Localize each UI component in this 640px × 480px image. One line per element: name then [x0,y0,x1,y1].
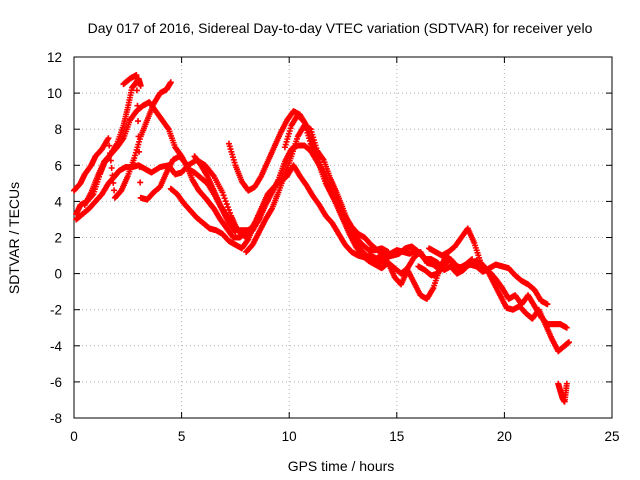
data-point [110,179,117,186]
data-point [106,142,113,149]
y-axis-label: SDTVAR / TECUs [6,182,22,294]
data-point [111,187,118,194]
series-arc-12 [426,225,572,355]
data-point [225,206,232,213]
series-arc-13 [415,256,551,308]
x-tick-label: 0 [70,429,78,444]
data-point [136,164,143,171]
data-point [219,189,226,196]
x-tick-label: 10 [282,429,297,444]
data-point [221,195,228,202]
data-point [563,324,570,331]
data-point [137,179,144,186]
data-point [135,118,142,125]
data-point [220,192,227,199]
y-tick-label: 2 [54,231,62,246]
data-point [167,79,174,86]
data-point [565,339,572,346]
series-arc-4 [81,75,144,209]
data-point [133,87,140,94]
x-tick-label: 20 [497,429,512,444]
data-point [135,133,142,140]
data-point [134,102,141,109]
data-point [223,201,230,208]
series-arc-14 [555,380,570,405]
data-point [544,301,551,308]
data-point [224,204,231,211]
y-tick-label: -8 [50,411,62,426]
data-point [563,380,570,387]
series-arc-6 [167,162,387,266]
y-tick-label: 8 [54,122,62,137]
data-point [109,172,116,179]
data-point [105,135,112,142]
y-tick-label: 12 [47,50,62,65]
y-tick-label: 4 [54,194,62,209]
x-tick-label: 5 [178,429,186,444]
y-tick-label: -6 [50,375,62,390]
x-tick-label: 15 [389,429,404,444]
y-tick-label: -4 [50,339,62,354]
data-point [107,157,114,164]
y-tick-label: -2 [50,303,62,318]
grid [74,57,612,418]
data-point [222,198,229,205]
data-layer [71,72,572,405]
series-arc-3 [71,79,174,201]
data-point [137,82,144,89]
data-point [300,118,307,125]
y-tick-label: 10 [47,86,62,101]
x-axis-label: GPS time / hours [288,458,395,474]
y-tick-label: 0 [54,267,62,282]
chart-title: Day 017 of 2016, Sidereal Day-to-day VTE… [88,20,593,36]
x-tick-label: 25 [604,429,619,444]
y-tick-label: 6 [54,158,62,173]
data-point [133,72,140,79]
data-point [136,148,143,155]
data-point [108,165,115,172]
data-point [164,125,171,132]
axis-ticks: 0 5 10 15 20 25 -8 -6 -4 -2 0 2 4 6 8 10 12 [47,50,620,444]
